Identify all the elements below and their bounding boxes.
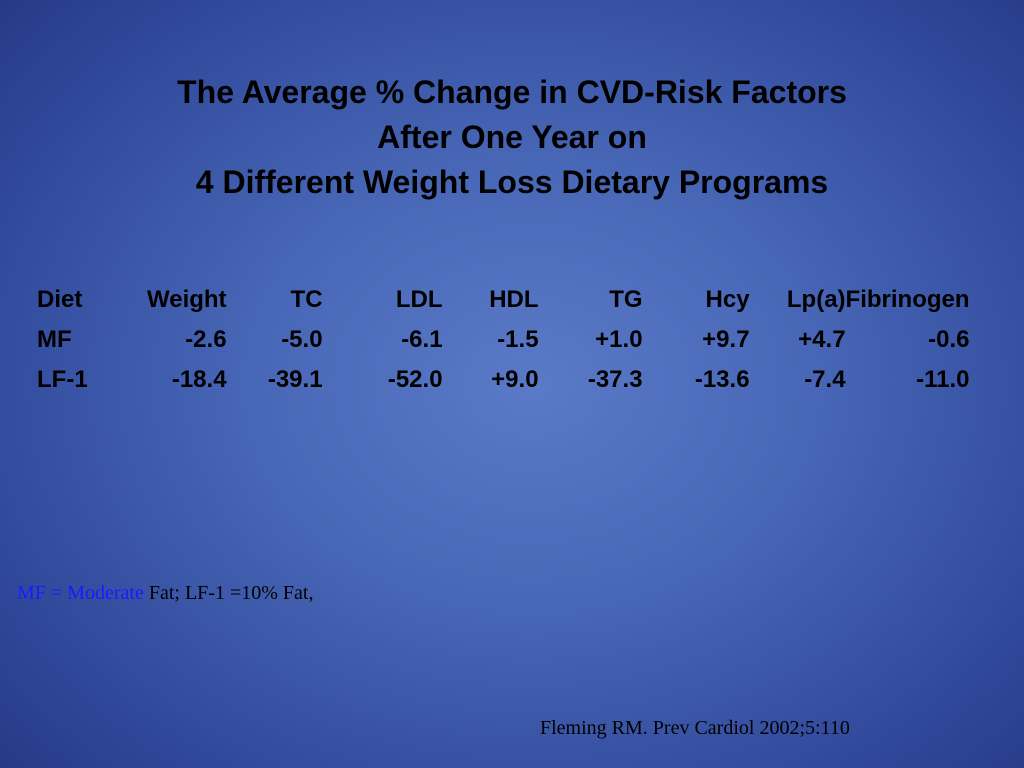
cell-weight: -2.6 <box>185 326 227 353</box>
title-line-2: After One Year on <box>377 119 647 155</box>
cell-hdl: -1.5 <box>497 326 539 353</box>
table-row: LF-1 -18.4 -39.1 -52.0 +9.0 -37.3 -13.6 … <box>27 360 970 400</box>
cell-tc: -39.1 <box>267 366 323 393</box>
cell-weight: -18.4 <box>171 366 227 393</box>
source-citation: Fleming RM. Prev Cardiol 2002;5:110 <box>540 717 850 739</box>
table-header-row: Diet Weight TC LDL HDL TG Hcy Lp(a) Fibr… <box>27 280 970 320</box>
cell-lpa: -7.4 <box>804 366 846 393</box>
cell-diet: MF <box>37 326 72 353</box>
cell-tc: -5.0 <box>281 326 323 353</box>
table-row: MF -2.6 -5.0 -6.1 -1.5 +1.0 +9.7 +4.7 -0… <box>27 320 970 360</box>
header-diet: Diet <box>37 286 83 313</box>
header-hdl: HDL <box>489 286 539 313</box>
cell-hcy: +9.7 <box>702 326 750 353</box>
header-ldl: LDL <box>395 286 443 313</box>
cell-tg: -37.3 <box>587 366 643 393</box>
footnote-abbreviation: MF = Moderate <box>17 582 144 604</box>
header-tc: TC <box>290 286 323 313</box>
cell-fibrinogen: -11.0 <box>916 366 970 393</box>
title-line-1: The Average % Change in CVD-Risk Factors <box>177 74 847 110</box>
header-hcy: Hcy <box>705 286 750 313</box>
cell-fibrinogen: -0.6 <box>928 326 970 353</box>
cell-ldl: -52.0 <box>387 366 443 393</box>
cell-tg: +1.0 <box>595 326 643 353</box>
abbreviation-footnote: MF = Moderate Fat; LF-1 =10% Fat, <box>17 580 313 606</box>
cell-diet: LF-1 <box>37 366 88 393</box>
cell-hcy: -13.6 <box>694 366 750 393</box>
slide-title: The Average % Change in CVD-Risk Factors… <box>0 70 1024 205</box>
header-weight: Weight <box>147 286 227 313</box>
risk-factor-table: Diet Weight TC LDL HDL TG Hcy Lp(a) Fibr… <box>27 280 970 400</box>
header-tg: TG <box>609 286 643 313</box>
footnote-text: Fat; LF-1 =10% Fat, <box>143 582 314 604</box>
header-fibrinogen: Fibrinogen <box>845 286 970 313</box>
cell-lpa: +4.7 <box>798 326 846 353</box>
header-lpa: Lp(a) <box>786 286 846 313</box>
cell-hdl: +9.0 <box>491 366 539 393</box>
cell-ldl: -6.1 <box>401 326 443 353</box>
title-line-3: 4 Different Weight Loss Dietary Programs <box>195 164 829 200</box>
